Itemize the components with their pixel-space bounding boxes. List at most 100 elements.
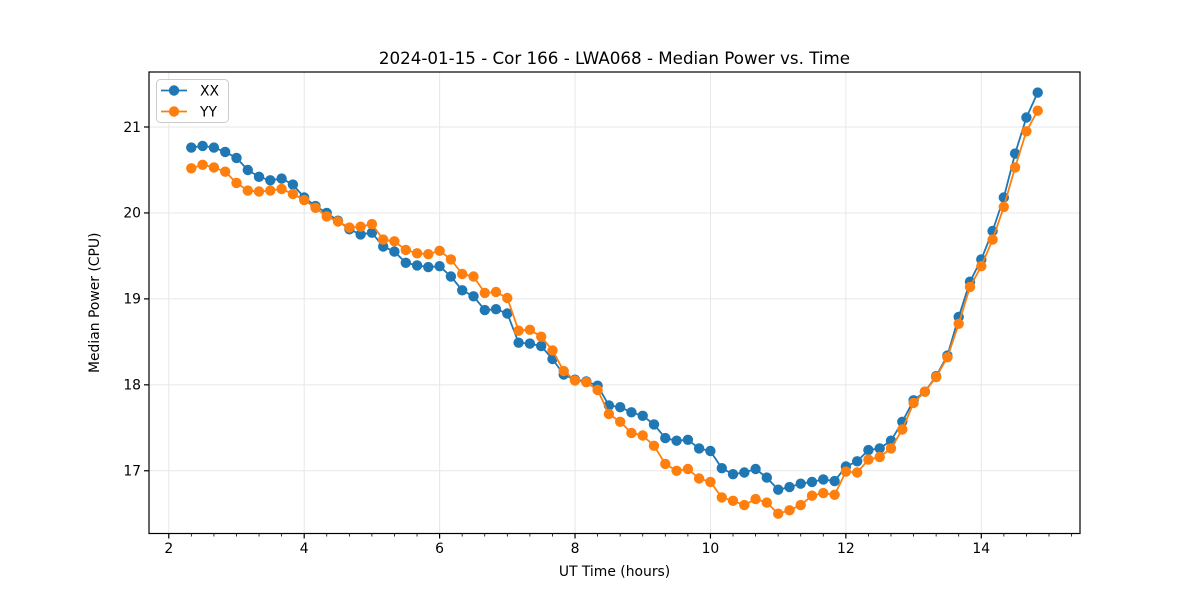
series-YY-marker xyxy=(795,499,806,511)
series-YY-marker xyxy=(558,365,569,377)
plot-border xyxy=(148,71,1081,535)
legend: XX YY xyxy=(156,79,229,123)
series-YY-marker xyxy=(626,427,637,439)
series-YY-marker xyxy=(208,162,220,173)
series-YY-marker xyxy=(750,493,761,505)
series-XX-marker xyxy=(208,142,220,153)
series-YY-marker xyxy=(524,324,536,335)
series-XX-marker xyxy=(671,435,682,446)
series-XX-marker xyxy=(457,285,468,296)
series-XX-marker xyxy=(411,260,423,271)
series-YY-marker xyxy=(253,186,265,197)
series-XX-marker xyxy=(276,173,287,184)
series-YY-marker xyxy=(773,508,784,519)
series-XX-marker xyxy=(693,443,705,454)
series-XX-marker xyxy=(682,434,694,445)
series-XX-marker xyxy=(1021,112,1032,123)
series-XX-marker xyxy=(818,474,829,485)
legend-marker-sample xyxy=(168,85,180,96)
x-axis-label: UT Time (hours) xyxy=(559,564,670,580)
series-XX-marker xyxy=(1032,87,1043,98)
series-XX-marker xyxy=(355,229,366,240)
series-XX-marker xyxy=(739,467,750,478)
series-XX-line xyxy=(191,92,1039,491)
series-XX-marker xyxy=(502,308,513,319)
series-XX-marker xyxy=(750,463,761,475)
series-YY-marker xyxy=(186,163,197,174)
series-YY-marker xyxy=(310,202,321,213)
y-tick-label: 19 xyxy=(123,292,141,308)
series-YY-marker xyxy=(682,463,694,475)
series-XX-marker xyxy=(852,456,863,467)
series-XX-marker xyxy=(265,175,276,186)
y-tick-label: 20 xyxy=(123,206,141,222)
series-YY-marker xyxy=(378,234,389,245)
series-YY-marker xyxy=(897,424,908,435)
x-tick-label: 12 xyxy=(837,541,855,557)
series-YY-marker xyxy=(964,281,976,293)
series-YY-marker xyxy=(942,352,953,363)
series-YY-marker xyxy=(829,489,840,500)
series-YY-marker xyxy=(445,254,457,265)
series-XX-marker xyxy=(524,338,536,349)
series-YY-marker xyxy=(998,201,1009,213)
series-XX-marker xyxy=(727,469,739,480)
series-YY-marker xyxy=(389,236,400,247)
series-XX-marker xyxy=(705,445,716,457)
y-tick-label: 17 xyxy=(123,464,141,480)
series-YY-marker xyxy=(919,386,931,397)
series-XX-marker xyxy=(513,337,524,348)
series-XX-marker xyxy=(626,407,637,418)
series-YY-marker xyxy=(490,286,502,298)
x-tick-label: 14 xyxy=(972,541,990,557)
series-XX-marker xyxy=(637,410,648,421)
axis-ticks: 2 4 6 8 10 12 14 17 18 19 20 21 xyxy=(123,120,1072,557)
series-YY-marker xyxy=(457,268,468,280)
series-YY-marker xyxy=(411,248,423,259)
legend-marker-sample xyxy=(168,106,180,117)
series-YY-marker xyxy=(976,261,987,272)
data-series xyxy=(186,87,1043,519)
series-XX-marker xyxy=(660,432,671,444)
series-YY-marker xyxy=(705,476,716,488)
series-XX-marker xyxy=(716,463,727,474)
series-YY-marker xyxy=(852,467,863,478)
series-XX-marker xyxy=(784,481,795,493)
series-XX-marker xyxy=(186,142,197,153)
series-XX-marker xyxy=(863,444,874,456)
x-tick-label: 4 xyxy=(300,541,309,557)
series-YY-marker xyxy=(806,490,818,501)
series-YY-marker xyxy=(727,495,739,506)
x-tick-label: 8 xyxy=(571,541,580,557)
series-YY-marker xyxy=(468,271,479,282)
series-YY-marker xyxy=(648,440,660,451)
series-YY-marker xyxy=(930,371,942,383)
series-YY-marker xyxy=(321,211,332,222)
series-YY-marker xyxy=(479,287,490,299)
x-tick-label: 10 xyxy=(702,541,720,557)
series-YY-marker xyxy=(265,185,276,196)
series-YY-marker xyxy=(423,249,434,260)
series-YY-marker xyxy=(637,430,648,441)
series-YY-marker xyxy=(739,499,750,511)
series-YY-marker xyxy=(332,216,344,227)
series-YY-marker xyxy=(513,325,524,336)
series-YY-marker xyxy=(276,183,287,195)
x-tick-label: 6 xyxy=(435,541,444,557)
series-XX-marker xyxy=(400,257,411,268)
series-YY-marker xyxy=(660,458,671,470)
series-YY-marker xyxy=(603,408,615,420)
y-axis-label: Median Power (CPU) xyxy=(87,233,103,373)
legend-label: XX xyxy=(200,84,220,100)
series-YY-marker xyxy=(231,177,242,189)
series-YY-marker xyxy=(987,234,998,245)
legend-item-xx: XX xyxy=(161,84,220,100)
legend-item-yy: YY xyxy=(161,105,217,121)
series-XX-marker xyxy=(220,146,231,158)
series-YY-marker xyxy=(287,188,299,200)
series-XX-marker xyxy=(479,304,490,316)
series-YY-marker xyxy=(547,345,558,356)
series-YY-marker xyxy=(220,166,231,177)
x-tick-label: 2 xyxy=(164,541,173,557)
